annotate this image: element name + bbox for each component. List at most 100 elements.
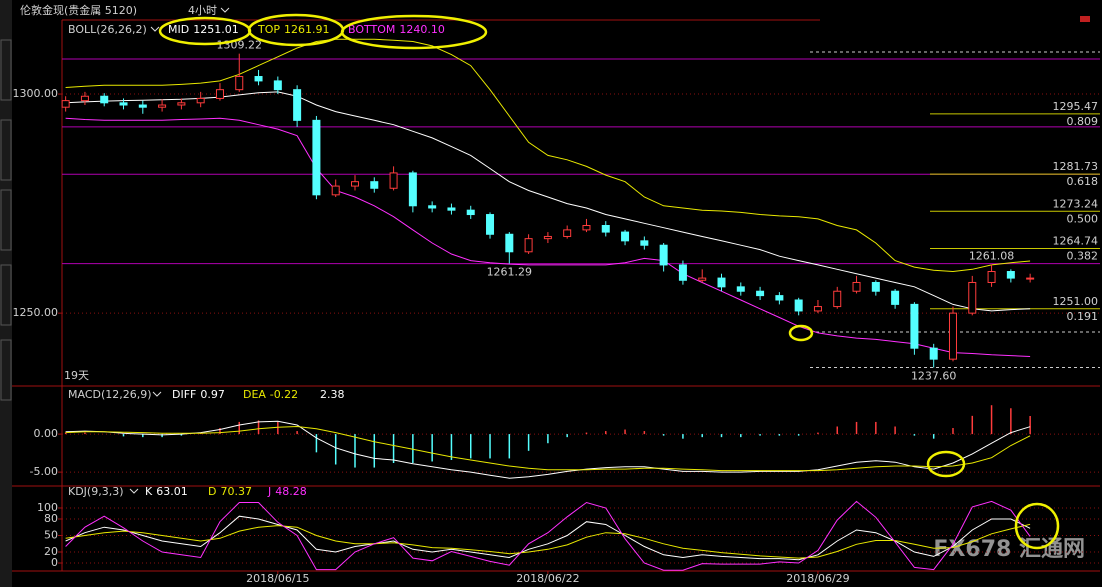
highlight-circles <box>158 13 1060 550</box>
legend-name: D <box>208 485 216 498</box>
legend-name: MID <box>168 23 189 36</box>
fib-value: 1295.47 <box>1053 100 1099 113</box>
candle-body <box>331 185 340 196</box>
legend-item: K 63.01 <box>145 485 188 498</box>
sidebar-tab[interactable] <box>0 339 12 401</box>
candle-body <box>61 100 70 108</box>
legend-name: J <box>267 485 271 498</box>
fib-value: 1264.74 <box>1053 235 1099 248</box>
indicator-line <box>65 91 1031 312</box>
y-tick-label: 50 <box>44 529 58 542</box>
candle-body <box>312 119 321 196</box>
legend-value: 1240.10 <box>399 23 445 36</box>
dropdown-icon[interactable] <box>220 7 230 13</box>
dropdown-icon[interactable] <box>129 488 139 494</box>
indicator-title[interactable]: BOLL(26,26,2) <box>68 23 147 36</box>
candle-body <box>678 264 687 281</box>
candle-body <box>119 102 128 106</box>
candle-body <box>524 238 533 253</box>
fib-value: 1273.24 <box>1053 197 1099 210</box>
indicator-title[interactable]: MACD(12,26,9) <box>68 388 152 401</box>
period[interactable]: 4小时 <box>188 4 217 17</box>
indicator-line <box>65 515 1031 561</box>
candle-body <box>813 306 822 312</box>
instrument-title: 伦敦金现(贵金属 5120) <box>20 3 137 17</box>
window-button[interactable] <box>1080 16 1090 22</box>
legend-item: DIFF 0.97 <box>172 388 225 401</box>
legend-item: MID 1251.01 <box>168 23 239 36</box>
candle-body <box>601 225 610 233</box>
candle-body <box>987 271 996 283</box>
legend-name: DEA <box>243 388 266 401</box>
sidebar-tab[interactable] <box>0 39 12 101</box>
price-annotation: 1261.29 <box>487 266 533 279</box>
indicator-line <box>65 38 1031 273</box>
candle-body <box>408 172 417 207</box>
candle-body <box>1006 271 1015 279</box>
indicator-line <box>65 500 1031 571</box>
candle-body <box>929 347 938 360</box>
y-tick-label: 80 <box>44 512 58 525</box>
fib-ratio: 0.500 <box>1067 212 1099 225</box>
legend-value: 70.37 <box>220 485 252 498</box>
candle-body <box>736 286 745 292</box>
fib-value: 1281.73 <box>1053 160 1099 173</box>
legend-value: -0.22 <box>270 388 298 401</box>
legend-item: BOTTOM 1240.10 <box>348 23 445 36</box>
x-tick-label: 2018/06/15 <box>246 572 309 585</box>
candle-body <box>254 76 263 82</box>
legend-item: TOP 1261.91 <box>257 23 330 36</box>
legend-name: K <box>145 485 153 498</box>
sidebar <box>0 0 12 587</box>
fib-ratio: 0.191 <box>1067 310 1099 323</box>
dropdown-icon[interactable] <box>150 26 160 32</box>
candle-body <box>948 312 957 360</box>
candle-body <box>1026 277 1035 280</box>
candle-body <box>370 181 379 189</box>
candle-body <box>293 89 302 121</box>
candle-body <box>486 214 495 235</box>
highlight-circle <box>1014 502 1060 550</box>
candle-body <box>891 290 900 305</box>
candle-body <box>563 229 572 237</box>
legend-item: 2.38 <box>320 388 345 401</box>
fib-ratio: 0.382 <box>1067 250 1099 263</box>
x-tick-label: 2018/06/29 <box>786 572 849 585</box>
candle-body <box>447 207 456 211</box>
candle-body <box>177 102 186 106</box>
indicator-title[interactable]: KDJ(9,3,3) <box>68 485 124 498</box>
sidebar-tab[interactable] <box>0 264 12 326</box>
y-tick-label: -5.00 <box>30 465 58 478</box>
highlight-circle <box>926 450 966 478</box>
price-annotation: 1237.60 <box>911 369 957 382</box>
legend-value: 2.38 <box>320 388 345 401</box>
sidebar-tab[interactable] <box>0 119 12 181</box>
candle-body <box>775 295 784 301</box>
candle-body <box>871 281 880 292</box>
candle-body <box>621 231 630 242</box>
candle-body <box>235 76 244 91</box>
legend-name: BOTTOM <box>348 23 395 36</box>
candle-body <box>640 240 649 246</box>
candle-body <box>968 281 977 314</box>
candle-body <box>717 277 726 288</box>
candle-body <box>80 95 89 102</box>
price-annotation: 1261.08 <box>969 250 1015 263</box>
legend-name: DIFF <box>172 388 196 401</box>
sidebar-tab[interactable] <box>0 189 12 251</box>
candle-body <box>543 235 552 240</box>
candle-body <box>833 290 842 308</box>
candle-body <box>659 244 668 266</box>
candle-body <box>273 80 282 91</box>
legend-item: DEA -0.22 <box>243 388 298 401</box>
candle-body <box>196 97 205 104</box>
fib-ratio: 0.809 <box>1067 115 1099 128</box>
highlight-circle <box>340 14 488 50</box>
legend-value: 1261.91 <box>284 23 330 36</box>
dropdown-icon[interactable] <box>152 391 162 397</box>
highlight-circle <box>788 324 814 342</box>
candle-body <box>466 209 475 216</box>
candle-body <box>389 172 398 189</box>
